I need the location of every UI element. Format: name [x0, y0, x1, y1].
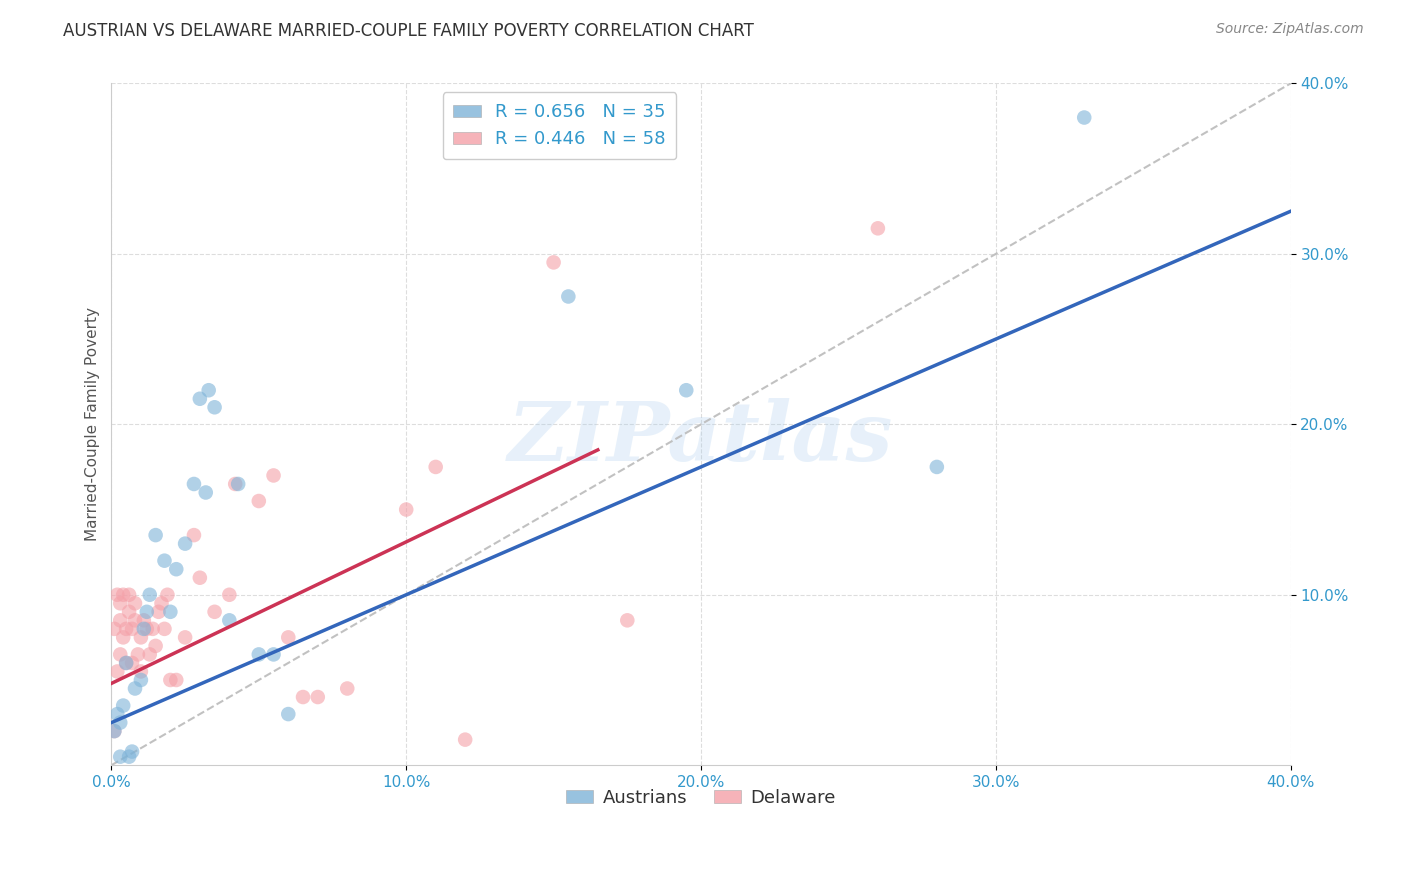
- Point: [159, 673, 181, 687]
- Point: [129, 665, 152, 679]
- Point: [132, 613, 155, 627]
- Point: [138, 588, 160, 602]
- Point: [138, 648, 160, 662]
- Point: [145, 639, 167, 653]
- Point: [675, 383, 697, 397]
- Point: [118, 605, 141, 619]
- Point: [105, 588, 128, 602]
- Point: [148, 605, 170, 619]
- Point: [866, 221, 889, 235]
- Point: [115, 656, 138, 670]
- Point: [153, 622, 176, 636]
- Text: AUSTRIAN VS DELAWARE MARRIED-COUPLE FAMILY POVERTY CORRELATION CHART: AUSTRIAN VS DELAWARE MARRIED-COUPLE FAMI…: [63, 22, 754, 40]
- Point: [307, 690, 329, 704]
- Point: [543, 255, 565, 269]
- Point: [105, 665, 128, 679]
- Point: [174, 536, 197, 550]
- Point: [263, 648, 285, 662]
- Point: [292, 690, 315, 704]
- Point: [127, 648, 149, 662]
- Point: [142, 622, 165, 636]
- Point: [153, 554, 176, 568]
- Point: [103, 622, 125, 636]
- Point: [135, 622, 157, 636]
- Point: [188, 571, 211, 585]
- Text: Source: ZipAtlas.com: Source: ZipAtlas.com: [1216, 22, 1364, 37]
- Point: [103, 724, 125, 739]
- Point: [194, 485, 217, 500]
- Point: [110, 749, 132, 764]
- Point: [204, 605, 226, 619]
- Point: [118, 749, 141, 764]
- Legend: Austrians, Delaware: Austrians, Delaware: [560, 781, 842, 814]
- Point: [135, 605, 157, 619]
- Point: [247, 648, 270, 662]
- Point: [188, 392, 211, 406]
- Point: [336, 681, 359, 696]
- Point: [129, 631, 152, 645]
- Point: [124, 681, 146, 696]
- Point: [110, 715, 132, 730]
- Point: [105, 707, 128, 722]
- Point: [124, 596, 146, 610]
- Point: [159, 605, 181, 619]
- Point: [150, 596, 173, 610]
- Point: [121, 745, 143, 759]
- Point: [118, 588, 141, 602]
- Point: [616, 613, 638, 627]
- Text: ZIPatlas: ZIPatlas: [508, 398, 894, 478]
- Point: [132, 622, 155, 636]
- Point: [156, 588, 179, 602]
- Point: [247, 494, 270, 508]
- Point: [557, 289, 579, 303]
- Point: [110, 613, 132, 627]
- Point: [124, 613, 146, 627]
- Point: [103, 724, 125, 739]
- Point: [224, 477, 246, 491]
- Point: [165, 562, 187, 576]
- Point: [145, 528, 167, 542]
- Point: [129, 673, 152, 687]
- Point: [112, 631, 135, 645]
- Point: [165, 673, 187, 687]
- Point: [115, 622, 138, 636]
- Point: [183, 528, 205, 542]
- Point: [1073, 111, 1095, 125]
- Point: [204, 401, 226, 415]
- Point: [454, 732, 477, 747]
- Point: [121, 656, 143, 670]
- Point: [174, 631, 197, 645]
- Point: [395, 502, 418, 516]
- Point: [197, 383, 219, 397]
- Point: [425, 459, 447, 474]
- Point: [115, 656, 138, 670]
- Y-axis label: Married-Couple Family Poverty: Married-Couple Family Poverty: [86, 308, 100, 541]
- Point: [112, 698, 135, 713]
- Point: [277, 707, 299, 722]
- Point: [218, 613, 240, 627]
- Point: [218, 588, 240, 602]
- Point: [925, 459, 948, 474]
- Point: [263, 468, 285, 483]
- Point: [110, 648, 132, 662]
- Point: [277, 631, 299, 645]
- Point: [112, 588, 135, 602]
- Point: [183, 477, 205, 491]
- Point: [226, 477, 249, 491]
- Point: [121, 622, 143, 636]
- Point: [110, 596, 132, 610]
